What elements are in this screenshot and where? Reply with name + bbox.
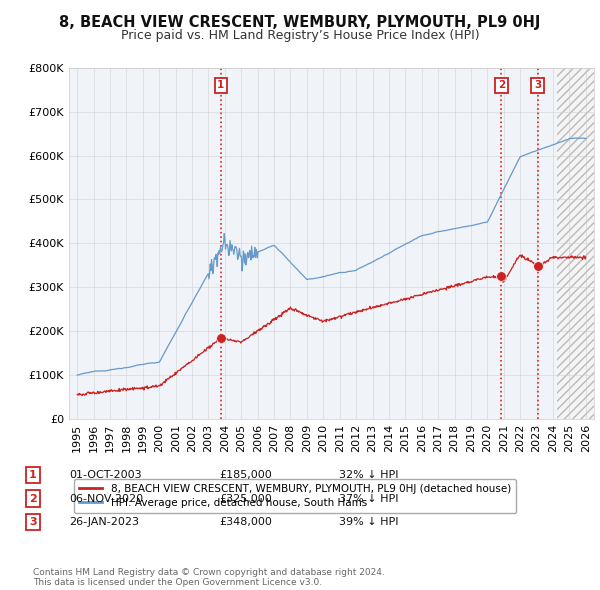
Text: 1: 1 [217, 80, 224, 90]
Text: 39% ↓ HPI: 39% ↓ HPI [339, 517, 398, 527]
Text: 3: 3 [29, 517, 37, 527]
Text: 3: 3 [534, 80, 541, 90]
Bar [557, 68, 594, 419]
Text: 2: 2 [29, 494, 37, 503]
Legend: 8, BEACH VIEW CRESCENT, WEMBURY, PLYMOUTH, PL9 0HJ (detached house), HPI: Averag: 8, BEACH VIEW CRESCENT, WEMBURY, PLYMOUT… [74, 478, 516, 513]
Text: 2: 2 [497, 80, 505, 90]
Text: £185,000: £185,000 [219, 470, 272, 480]
Text: 06-NOV-2020: 06-NOV-2020 [69, 494, 143, 503]
Text: Price paid vs. HM Land Registry’s House Price Index (HPI): Price paid vs. HM Land Registry’s House … [121, 30, 479, 42]
Text: 8, BEACH VIEW CRESCENT, WEMBURY, PLYMOUTH, PL9 0HJ: 8, BEACH VIEW CRESCENT, WEMBURY, PLYMOUT… [59, 15, 541, 30]
Text: 1: 1 [29, 470, 37, 480]
Text: Contains HM Land Registry data © Crown copyright and database right 2024.
This d: Contains HM Land Registry data © Crown c… [33, 568, 385, 587]
Bar [557, 68, 594, 419]
Text: 01-OCT-2003: 01-OCT-2003 [69, 470, 142, 480]
Text: 37% ↓ HPI: 37% ↓ HPI [339, 494, 398, 503]
Text: £325,000: £325,000 [219, 494, 272, 503]
Text: 32% ↓ HPI: 32% ↓ HPI [339, 470, 398, 480]
Text: 26-JAN-2023: 26-JAN-2023 [69, 517, 139, 527]
Text: £348,000: £348,000 [219, 517, 272, 527]
